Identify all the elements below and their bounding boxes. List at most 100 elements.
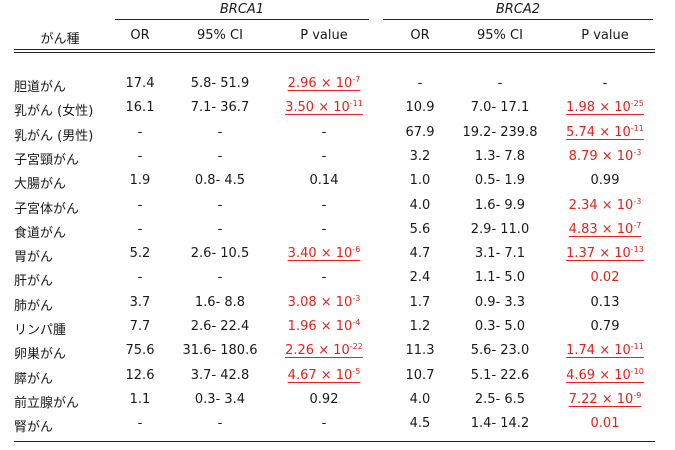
p-value-mantissa: 1.74 × 10 bbox=[566, 343, 631, 359]
brca1-p-value-cell: 1.96 × 10-4 bbox=[274, 318, 374, 335]
brca1-ci-cell: 2.6- 10.5 bbox=[190, 246, 250, 262]
brca2-p-value-cell: 0.02 bbox=[555, 270, 655, 285]
brca1-or-cell: - bbox=[137, 124, 143, 140]
brca1-or-cell: 17.4 bbox=[125, 76, 155, 91]
brca2-p-value-cell: 1.37 × 10-13 bbox=[555, 246, 655, 262]
p-value-exponent: -4 bbox=[352, 318, 361, 327]
brca2-or-cell: 4.0 bbox=[409, 391, 431, 407]
brca1-p-value-cell: - bbox=[274, 222, 374, 237]
brca1-p-value-cell: - bbox=[274, 125, 374, 140]
brca2-ci-cell: 1.3- 7.8 bbox=[474, 148, 526, 164]
brca2-ci-cell: 2.9- 11.0 bbox=[470, 221, 530, 237]
brca1-ci-cell: 1.6- 8.8 bbox=[194, 294, 246, 310]
brca2-ci-cell: 1.1- 5.0 bbox=[474, 270, 526, 286]
cancer-type-label: 卵巣がん bbox=[14, 347, 67, 363]
cancer-type-label: 肺がん bbox=[14, 298, 54, 314]
p-value-exponent: -7 bbox=[633, 220, 642, 230]
brca1-or-cell: 7.7 bbox=[129, 319, 151, 334]
p-value-exponent: -10 bbox=[630, 366, 644, 376]
cancer-type-label: 大腸がん bbox=[14, 177, 67, 193]
brca2-or-cell: 5.6 bbox=[409, 221, 431, 237]
brca2-ci-cell: 1.4- 14.2 bbox=[470, 416, 530, 432]
p-value-exponent: -22 bbox=[349, 342, 363, 352]
brca2-p-value-cell: 1.98 × 10-25 bbox=[555, 100, 655, 116]
header-brca1-p: P value bbox=[300, 28, 348, 43]
header-brca2-p: P value bbox=[581, 28, 629, 43]
p-value-mantissa: 0.01 bbox=[590, 416, 620, 432]
brca2-or-cell: 10.9 bbox=[405, 100, 435, 116]
brca1-p-value-cell: - bbox=[274, 149, 374, 164]
brca1-p-value-cell: - bbox=[274, 198, 374, 213]
brca2-or-cell: 10.7 bbox=[405, 367, 435, 383]
header-rule-top bbox=[14, 49, 655, 50]
brca2-ci-cell: 5.6- 23.0 bbox=[470, 343, 530, 359]
p-value-exponent: -3 bbox=[352, 293, 361, 303]
brca1-group-title: BRCA1 bbox=[219, 2, 265, 17]
brca1-ci-cell: - bbox=[217, 221, 223, 237]
group-rule-brca1 bbox=[115, 19, 369, 20]
cancer-type-label: 子宮頸がん bbox=[14, 152, 80, 168]
brca2-p-value-cell: 0.13 bbox=[555, 295, 655, 310]
brca1-or-cell: 12.6 bbox=[125, 367, 155, 383]
brca1-or-cell: - bbox=[137, 197, 143, 213]
brca2-ci-cell: 19.2- 239.8 bbox=[462, 124, 538, 140]
p-value-exponent: -6 bbox=[352, 245, 361, 255]
brca2-p-value-cell: 4.69 × 10-10 bbox=[555, 366, 655, 383]
cancer-type-label: 前立腺がん bbox=[14, 395, 80, 411]
brca2-group-title: BRCA2 bbox=[495, 2, 541, 17]
p-value-exponent: -11 bbox=[630, 342, 644, 352]
cancer-type-label: 胆道がん bbox=[14, 80, 67, 95]
brca2-ci-cell: 0.9- 3.3 bbox=[474, 294, 526, 310]
brca2-p-value-cell: 0.99 bbox=[555, 173, 655, 188]
brca2-p-value-cell: 8.79 × 10-3 bbox=[555, 148, 655, 164]
header-rule-bottom bbox=[14, 52, 655, 53]
cancer-type-label: 乳がん (男性) bbox=[14, 128, 94, 144]
header-brca2-ci: 95% CI bbox=[477, 28, 523, 43]
brca2-p-value-cell: 5.74 × 10-11 bbox=[555, 123, 655, 140]
brca1-p-value-cell: 3.40 × 10-6 bbox=[274, 245, 374, 262]
brca1-or-cell: - bbox=[137, 416, 143, 432]
brca1-p-value-cell: 0.92 bbox=[274, 392, 374, 407]
p-value-mantissa: - bbox=[321, 124, 327, 140]
brca1-p-value-cell: 3.50 × 10-11 bbox=[274, 99, 374, 116]
brca1-ci-cell: 5.8- 51.9 bbox=[190, 76, 250, 91]
brca1-p-value-cell: 3.08 × 10-3 bbox=[274, 293, 374, 310]
brca2-or-cell: 2.4 bbox=[409, 270, 431, 286]
brca1-ci-cell: - bbox=[217, 270, 223, 286]
brca1-ci-cell: 3.7- 42.8 bbox=[190, 367, 250, 383]
p-value-mantissa: 0.13 bbox=[590, 294, 620, 310]
p-value-mantissa: 2.34 × 10 bbox=[568, 197, 634, 213]
p-value-exponent: -3 bbox=[633, 196, 642, 206]
brca2-or-cell: 4.5 bbox=[409, 416, 431, 432]
p-value-mantissa: 0.14 bbox=[309, 173, 339, 189]
brca2-or-cell: 4.0 bbox=[409, 197, 431, 213]
brca1-or-cell: - bbox=[137, 221, 143, 237]
p-value-mantissa: 0.79 bbox=[590, 319, 620, 334]
cancer-type-label: 乳がん (女性) bbox=[14, 104, 94, 120]
p-value-mantissa: 0.02 bbox=[590, 270, 620, 286]
brca2-p-value-cell: 1.74 × 10-11 bbox=[555, 342, 655, 359]
brca1-ci-cell: 31.6- 180.6 bbox=[182, 343, 258, 359]
cancer-type-label: 肝がん bbox=[14, 274, 54, 290]
brca2-or-cell: 1.2 bbox=[409, 319, 431, 334]
p-value-exponent: -11 bbox=[349, 99, 363, 109]
brca1-or-cell: 5.2 bbox=[129, 246, 151, 262]
brca1-or-cell: 75.6 bbox=[125, 343, 155, 359]
brca1-or-cell: - bbox=[137, 148, 143, 164]
brca2-ci-cell: 2.5- 6.5 bbox=[474, 391, 526, 407]
brca1-ci-cell: - bbox=[217, 416, 223, 432]
brca2-ci-cell: 0.3- 5.0 bbox=[474, 319, 526, 334]
p-value-mantissa: 1.37 × 10 bbox=[566, 246, 631, 262]
brca2-or-cell: 1.7 bbox=[409, 294, 431, 310]
header-brca2-or: OR bbox=[410, 28, 430, 43]
brca1-ci-cell: - bbox=[217, 148, 223, 164]
brca2-or-cell: 4.7 bbox=[409, 246, 431, 262]
brca2-p-value-cell: 0.01 bbox=[555, 416, 655, 431]
p-value-exponent: -11 bbox=[630, 123, 644, 133]
p-value-mantissa: 3.40 × 10 bbox=[287, 246, 353, 262]
cancer-type-label: 腎がん bbox=[14, 420, 54, 436]
cancer-type-label: 子宮体がん bbox=[14, 201, 80, 217]
brca1-ci-cell: 0.8- 4.5 bbox=[194, 173, 246, 189]
brca1-ci-cell: 0.3- 3.4 bbox=[194, 391, 246, 407]
brca1-p-value-cell: - bbox=[274, 270, 374, 285]
